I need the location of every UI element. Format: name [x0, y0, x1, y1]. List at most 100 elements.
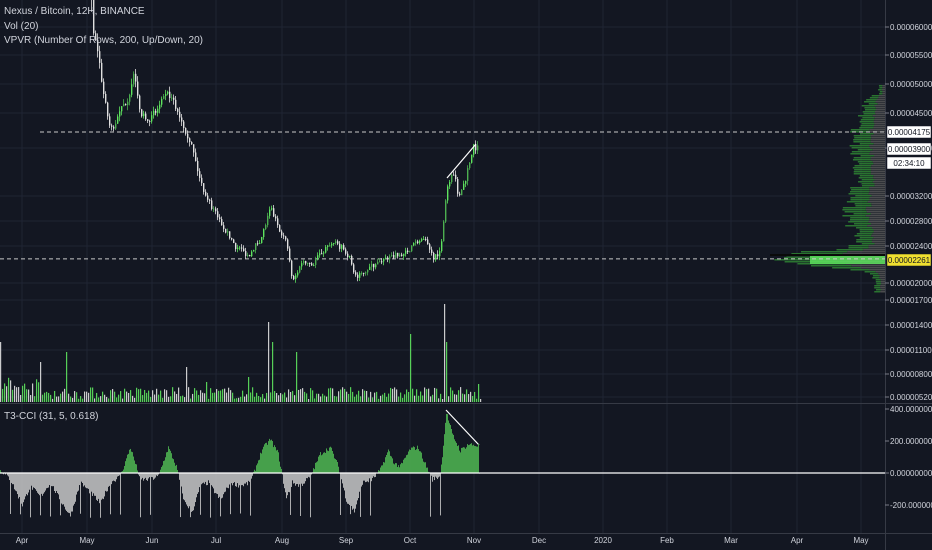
legend-volume[interactable]: Vol (20): [4, 21, 39, 32]
vpvr-down-row: [877, 103, 885, 105]
volume-bar: [34, 396, 36, 402]
candle-body: [213, 208, 215, 210]
cci-bar: [289, 473, 290, 493]
vpvr-up-row: [859, 163, 874, 165]
volume-bar: [152, 390, 154, 402]
cci-bar: [407, 454, 408, 473]
trend-lines[interactable]: [445, 143, 480, 446]
volume-bar: [134, 397, 136, 402]
volume-bar: [40, 362, 42, 402]
cci-bar: [366, 473, 367, 482]
candle-body: [433, 252, 435, 260]
cci-bar: [19, 473, 20, 497]
vpvr-down-row: [866, 207, 885, 209]
volume-bar: [412, 388, 414, 402]
cci-bar: [249, 473, 250, 482]
volume-bar: [344, 388, 346, 402]
vpvr-up-row: [850, 153, 870, 155]
legend-symbol[interactable]: Nexus / Bitcoin, 12H, BINANCE: [4, 6, 145, 17]
vpvr-down-row: [861, 267, 885, 269]
volume-bar: [92, 387, 94, 402]
cci-bar: [197, 473, 198, 494]
price-label-box: [886, 142, 932, 156]
cci-bar: [25, 473, 26, 497]
cci-bar: [343, 473, 344, 488]
candle-body: [461, 189, 463, 196]
vpvr-down-row: [871, 195, 885, 197]
cci-bar: [320, 452, 321, 473]
cci-bar: [134, 460, 135, 473]
cci-bar: [435, 473, 436, 477]
cci-bar: [319, 455, 320, 473]
cci-bar: [290, 473, 291, 515]
cci-bar: [82, 473, 83, 484]
cci-bar: [361, 473, 362, 487]
cci-bar: [204, 473, 205, 484]
candle-body: [219, 217, 221, 220]
cci-axis[interactable]: 400.00000000 200.00000000 0.00000000 -200.0…: [885, 405, 932, 510]
candle-body: [441, 241, 443, 252]
cci-bar: [417, 445, 418, 473]
volume-bar: [386, 396, 388, 402]
candle-body: [247, 254, 249, 256]
vpvr-down-row: [870, 167, 885, 169]
cci-bar: [393, 463, 394, 473]
vpvr-up-row: [855, 195, 872, 197]
cci-bar: [365, 473, 366, 483]
volume-bar: [286, 397, 288, 402]
vpvr-up-row: [853, 157, 871, 159]
price-tick-label: 0.00005500: [890, 51, 932, 60]
legend-vpvr[interactable]: VPVR (Number Of Rows, 200, Up/Down, 20): [4, 35, 203, 46]
cci-bar: [421, 452, 422, 473]
vpvr-down-row: [870, 135, 885, 137]
candle-body: [205, 191, 207, 196]
candle-body: [363, 272, 365, 274]
candle-body: [319, 253, 321, 256]
vpvr-down-row: [878, 273, 885, 275]
volume-bar: [140, 388, 142, 402]
candle-body: [161, 98, 163, 105]
cci-bar: [379, 470, 380, 473]
volume-bar: [400, 392, 402, 402]
legend-cci[interactable]: T3-CCI (31, 5, 0.618): [4, 411, 99, 422]
time-tick-label: Sep: [339, 536, 354, 545]
volume-bar: [180, 396, 182, 402]
vpvr-up-row: [876, 283, 882, 285]
time-tick-label: Jul: [211, 536, 221, 545]
vpvr-up-row: [859, 127, 874, 129]
vpvr-up-row: [849, 219, 870, 221]
candle-body: [347, 253, 349, 258]
cci-bar: [270, 440, 271, 473]
volume-bar: [274, 391, 276, 402]
candle-body: [399, 254, 401, 257]
vpvr-up-row: [860, 125, 875, 127]
price-candles[interactable]: [1, 0, 479, 283]
candle-body: [409, 251, 411, 253]
cci-bar: [14, 473, 15, 490]
vpvr-up-row: [851, 151, 871, 153]
volume-bar: [200, 390, 202, 402]
cci-bar: [282, 473, 283, 475]
volume-bar: [358, 390, 360, 402]
cci-bar: [215, 473, 216, 493]
cci-bar: [325, 452, 326, 473]
vpvr-up-row: [878, 85, 883, 87]
volume-bar: [72, 397, 74, 402]
cci-bar: [242, 473, 243, 486]
vpvr-up-row: [863, 113, 876, 115]
vpvr-down-row: [865, 215, 885, 217]
candle-body: [97, 39, 99, 52]
time-axis[interactable]: Apr May Jun Jul Aug Sep Oct Nov Dec 2020 Feb Mar Apr…: [16, 536, 869, 545]
cci-bar: [158, 473, 159, 475]
vpvr-down-row: [869, 189, 885, 191]
volume-bar: [440, 393, 442, 402]
candle-body: [381, 261, 383, 263]
volume-bar: [414, 395, 416, 402]
cci-bar: [80, 473, 81, 514]
cci-bar: [135, 463, 136, 473]
cci-bar: [326, 448, 327, 473]
cci-bar: [174, 462, 175, 473]
volume-bar: [336, 396, 338, 402]
